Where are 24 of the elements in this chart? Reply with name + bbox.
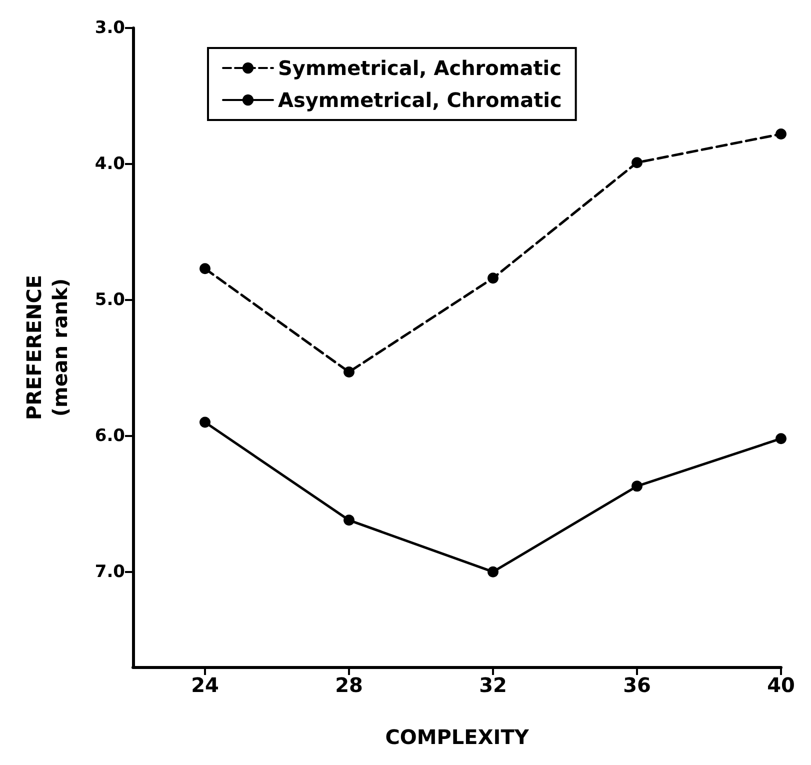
x-tick-label: 28 (335, 673, 363, 697)
legend-label: Symmetrical, Achromatic (278, 56, 562, 80)
point (200, 416, 210, 428)
legend-label: Asymmetrical, Chromatic (278, 88, 562, 112)
x-tick-label: 32 (479, 673, 507, 697)
point (344, 514, 354, 526)
point (344, 366, 354, 378)
point (776, 433, 786, 444)
y-tick-label: 5.0 (94, 290, 126, 310)
x-tick-label: 24 (191, 673, 219, 697)
y-tick-label: 3.0 (94, 18, 126, 38)
y-axis-title: PREFERENCE (mean rank) (22, 274, 72, 420)
point (632, 157, 642, 168)
point (776, 128, 786, 140)
y-tick-label: 7.0 (94, 562, 126, 582)
point (200, 263, 210, 274)
point (488, 566, 498, 578)
x-tick-label: 36 (623, 673, 651, 697)
x-axis-title: COMPLEXITY (385, 725, 530, 749)
point (488, 272, 498, 284)
x-tick-label: 40 (767, 673, 795, 697)
point (632, 480, 642, 492)
y-tick-label: 6.0 (94, 426, 126, 446)
y-tick-label: 4.0 (94, 154, 126, 174)
